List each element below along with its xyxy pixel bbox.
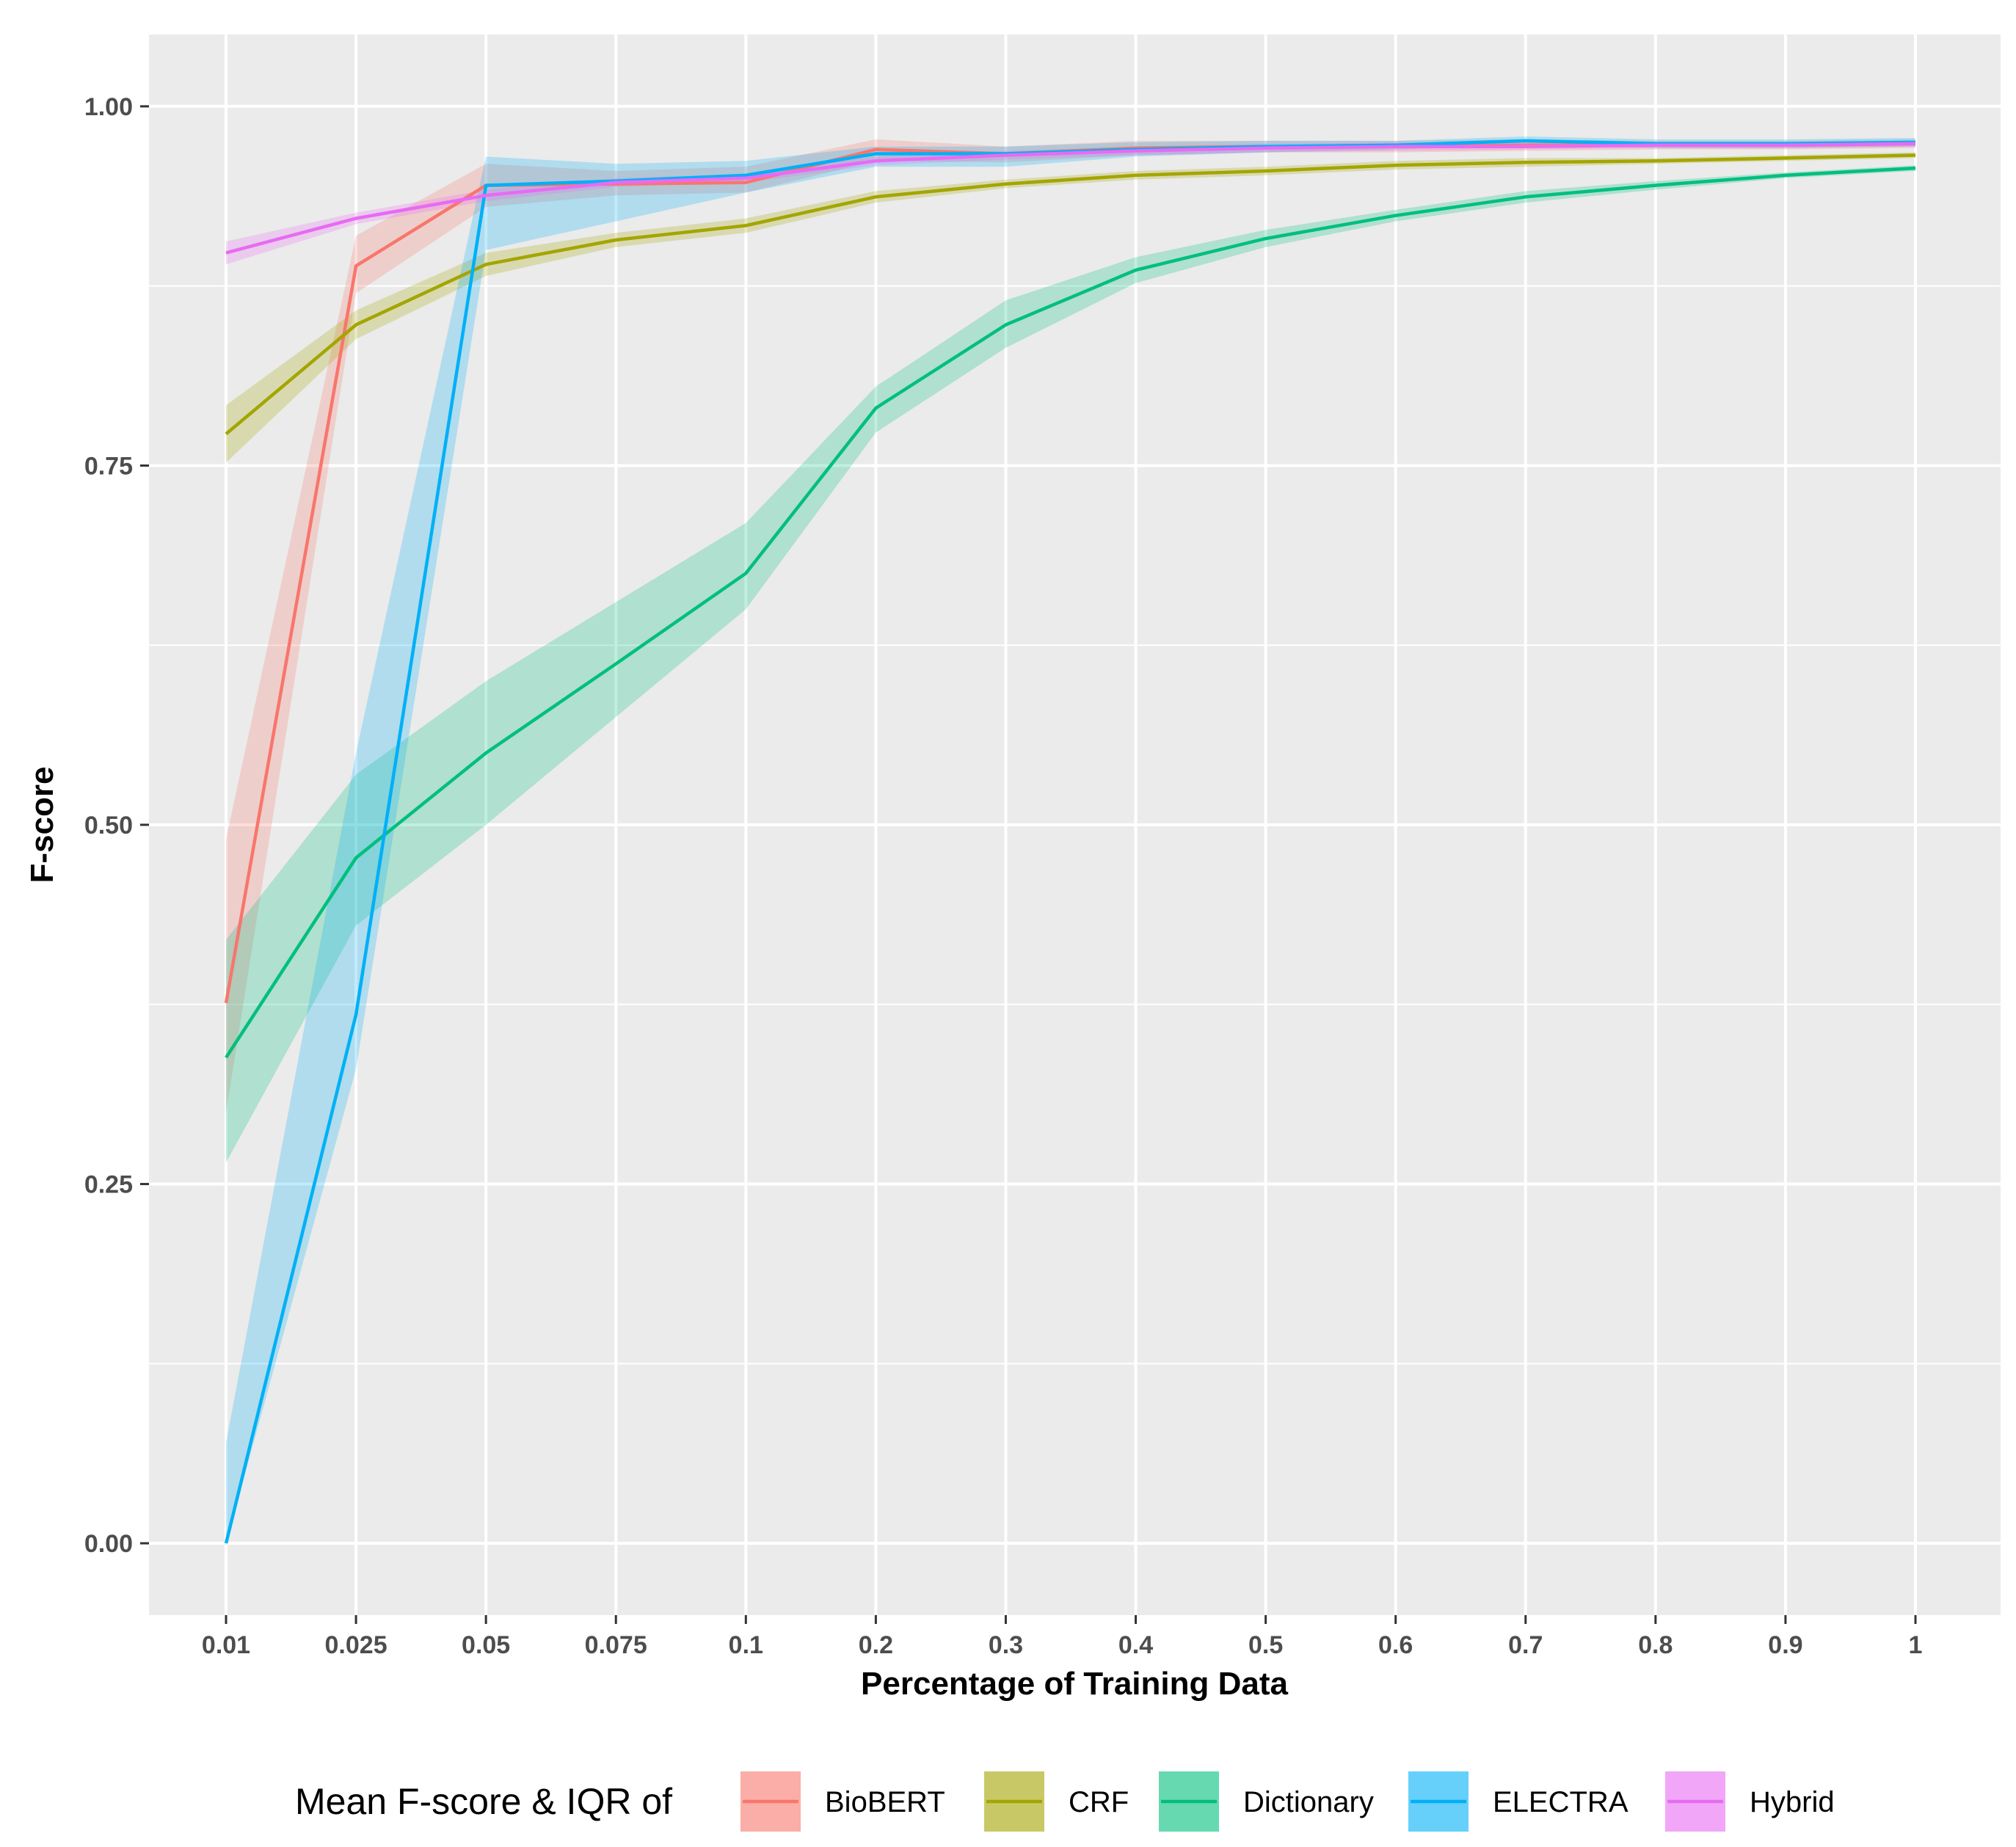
x-tick-label: 0.05 [462, 1631, 510, 1659]
series-lines [224, 139, 1916, 1544]
iqr-ribbon-dictionary [226, 165, 1915, 1163]
legend-label-biobert: BioBERT [825, 1786, 945, 1818]
x-tick-label: 1 [1909, 1631, 1923, 1659]
y-axis-title: F-score [24, 767, 60, 884]
major-gridlines [149, 34, 2001, 1615]
y-axis: 0.00 0.25 0.50 0.75 1.00 [84, 93, 149, 1558]
x-tick-label: 0.5 [1248, 1631, 1283, 1659]
x-axis: 0.01 0.025 0.05 0.075 0.1 0.2 0.3 0.4 0.5 0.6 0.7 0… [202, 1615, 1923, 1659]
x-tick-label: 0.4 [1118, 1631, 1153, 1659]
legend-label-dictionary: Dictionary [1243, 1786, 1374, 1818]
legend-label-hybrid: Hybrid [1750, 1786, 1835, 1818]
x-tick-label: 0.025 [325, 1631, 387, 1659]
x-tick-label: 0.075 [585, 1631, 647, 1659]
minor-gridlines [149, 285, 2001, 1365]
x-tick-label: 0.6 [1378, 1631, 1413, 1659]
legend-label-crf: CRF [1069, 1786, 1129, 1818]
y-tick-label: 0.25 [84, 1171, 133, 1199]
x-tick-label: 0.2 [859, 1631, 893, 1659]
iqr-ribbon-crf [226, 152, 1915, 463]
x-tick-label: 0.8 [1638, 1631, 1673, 1659]
iqr-ribbons [226, 136, 1915, 1544]
x-tick-label: 0.1 [729, 1631, 763, 1659]
x-tick-label: 0.9 [1768, 1631, 1802, 1659]
y-tick-label: 0.00 [84, 1530, 133, 1558]
y-tick-label: 1.00 [84, 93, 133, 121]
series-line-crf [225, 153, 1916, 436]
x-tick-label: 0.3 [989, 1631, 1023, 1659]
legend-title: Mean F-score & IQR of [295, 1781, 672, 1822]
iqr-ribbon-biobert [226, 139, 1915, 1112]
series-line-hybrid [225, 142, 1916, 255]
series-line-dictionary [225, 166, 1916, 1059]
x-tick-label: 0.01 [202, 1631, 250, 1659]
x-axis-title: Percentage of Training Data [861, 1666, 1288, 1702]
legend-label-electra: ELECTRA [1493, 1786, 1629, 1818]
y-tick-label: 0.75 [84, 452, 133, 480]
y-tick-label: 0.50 [84, 812, 133, 839]
legend: Mean F-score & IQR of BioBERT CRF Dictiona… [295, 1770, 1835, 1833]
x-tick-label: 0.7 [1508, 1631, 1543, 1659]
